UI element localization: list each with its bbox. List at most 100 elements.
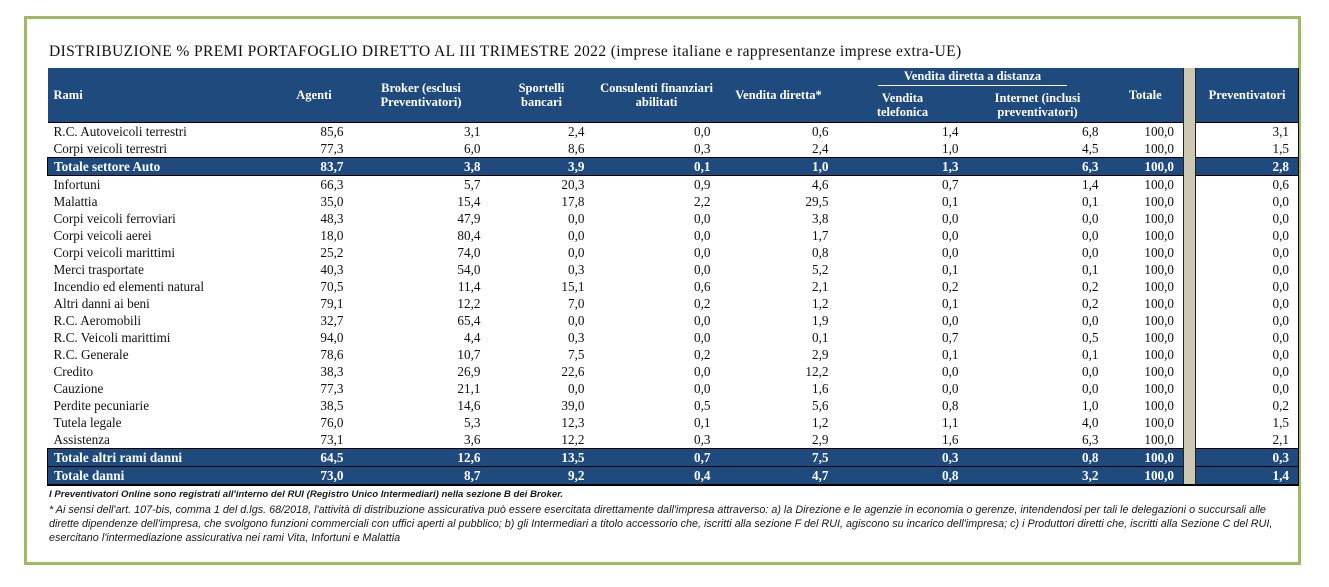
value-cell: 0,3 <box>489 260 594 278</box>
value-cell: 0,1 <box>967 345 1108 363</box>
value-cell: 0,3 <box>593 139 720 158</box>
value-cell: 3,9 <box>489 156 594 176</box>
value-cell: 73,0 <box>275 465 353 486</box>
row-label: Merci trasportate <box>47 260 276 278</box>
value-cell: 12,6 <box>352 447 490 467</box>
value-cell: 1,9 <box>719 311 838 329</box>
row-label: Incendio ed elementi natural <box>47 277 276 295</box>
group-header-row: Rami Agenti Broker (esclusi Preventivato… <box>47 68 1300 123</box>
value-cell: 1,5 <box>1195 139 1300 158</box>
column-header-sportelli-bancari: Sportelli bancari <box>489 68 594 123</box>
value-cell: 64,5 <box>275 447 353 467</box>
data-row: Corpi veicoli aerei 18,0 80,4 0,0 0,0 1,7 0,0 0… <box>47 226 1300 244</box>
value-cell: 2,2 <box>593 192 720 210</box>
data-row: Credito 38,3 26,9 22,6 0,0 12,2 0,0 0,0 100,0 0,0 <box>47 362 1300 380</box>
value-cell: 7,5 <box>489 345 594 363</box>
value-cell: 4,7 <box>719 465 838 486</box>
distribution-table: Rami Agenti Broker (esclusi Preventivato… <box>47 68 1300 486</box>
value-cell: 0,0 <box>1195 260 1300 278</box>
value-cell: 15,4 <box>352 192 490 210</box>
value-cell: 6,3 <box>967 430 1108 449</box>
value-cell: 0,0 <box>1195 294 1300 312</box>
value-cell: 18,0 <box>275 226 353 244</box>
data-row: R.C. Generale 78,6 10,7 7,5 0,2 2,9 0,1 0,1 100,… <box>47 345 1300 363</box>
value-cell: 0,7 <box>837 328 968 346</box>
value-cell: 1,4 <box>1195 465 1300 486</box>
value-cell: 1,0 <box>719 156 838 176</box>
value-cell: 4,5 <box>967 139 1108 158</box>
separator-strip <box>1183 192 1197 210</box>
value-cell: 8,6 <box>489 139 594 158</box>
value-cell: 5,7 <box>352 175 490 193</box>
data-row: Malattia 35,0 15,4 17,8 2,2 29,5 0,1 0,1 100,0 0,… <box>47 192 1300 210</box>
value-cell: 48,3 <box>275 209 353 227</box>
value-cell: 0,0 <box>967 362 1108 380</box>
value-cell: 0,6 <box>1195 175 1300 193</box>
value-cell: 100,0 <box>1107 430 1184 449</box>
value-cell: 78,6 <box>275 345 353 363</box>
value-cell: 0,0 <box>837 379 968 397</box>
value-cell: 4,6 <box>719 175 838 193</box>
value-cell: 5,6 <box>719 396 838 414</box>
row-label: Totale settore Auto <box>47 156 276 176</box>
separator-strip <box>1183 466 1197 486</box>
separator-strip <box>1183 328 1197 346</box>
value-cell: 12,2 <box>489 430 594 449</box>
value-cell: 0,2 <box>967 294 1108 312</box>
separator-strip <box>1183 139 1197 158</box>
total-row: Totale danni 73,0 8,7 9,2 0,4 4,7 0,8 3,2 100,0 1… <box>47 465 1300 486</box>
data-row: Altri danni ai beni 79,1 12,2 7,0 0,2 1,2 0,1 0… <box>47 294 1300 312</box>
value-cell: 2,4 <box>489 122 594 140</box>
column-header-consulenti-finanziari: Consulenti finanziari abilitati <box>593 68 720 123</box>
value-cell: 0,0 <box>593 328 720 346</box>
value-cell: 100,0 <box>1107 294 1184 312</box>
value-cell: 65,4 <box>352 311 490 329</box>
value-cell: 12,3 <box>489 413 594 431</box>
value-cell: 0,0 <box>1195 362 1300 380</box>
value-cell: 77,3 <box>275 379 353 397</box>
data-row: Cauzione 77,3 21,1 0,0 0,0 1,6 0,0 0,0 100,0 0,0 <box>47 379 1300 397</box>
value-cell: 12,2 <box>719 362 838 380</box>
value-cell: 2,1 <box>1195 430 1300 449</box>
value-cell: 21,1 <box>352 379 490 397</box>
value-cell: 12,2 <box>352 294 490 312</box>
value-cell: 2,9 <box>719 430 838 449</box>
value-cell: 0,0 <box>489 379 594 397</box>
value-cell: 0,8 <box>837 465 968 486</box>
value-cell: 1,0 <box>967 396 1108 414</box>
data-row: Corpi veicoli marittimi 25,2 74,0 0,0 0,0 0,8… <box>47 243 1300 261</box>
value-cell: 0,1 <box>593 156 720 176</box>
value-cell: 0,1 <box>837 345 968 363</box>
separator-strip <box>1183 345 1197 363</box>
value-cell: 0,0 <box>1195 311 1300 329</box>
value-cell: 1,2 <box>719 413 838 431</box>
value-cell: 100,0 <box>1107 209 1184 227</box>
footnote-vendita-diretta: * Ai sensi dell'art. 107-bis, comma 1 de… <box>49 503 1273 545</box>
value-cell: 38,5 <box>275 396 353 414</box>
value-cell: 0,0 <box>967 226 1108 244</box>
value-cell: 6,8 <box>967 122 1108 140</box>
data-row: Incendio ed elementi natural 70,5 11,4 15,1… <box>47 277 1300 295</box>
value-cell: 100,0 <box>1107 277 1184 295</box>
data-row: Tutela legale 76,0 5,3 12,3 0,1 1,2 1,1 4,0 100,… <box>47 413 1300 431</box>
data-row: Infortuni 66,3 5,7 20,3 0,9 4,6 0,7 1,4 100,0 0,6 <box>47 175 1300 193</box>
value-cell: 0,0 <box>1195 277 1300 295</box>
value-cell: 0,5 <box>967 328 1108 346</box>
value-cell: 74,0 <box>352 243 490 261</box>
total-row: Totale altri rami danni 64,5 12,6 13,5 0,7 7,… <box>47 447 1300 467</box>
data-row: Merci trasportate 40,3 54,0 0,3 0,0 5,2 0,1 0,1… <box>47 260 1300 278</box>
value-cell: 35,0 <box>275 192 353 210</box>
value-cell: 0,0 <box>593 209 720 227</box>
row-label: Malattia <box>47 192 276 210</box>
value-cell: 2,9 <box>719 345 838 363</box>
row-label: Assistenza <box>47 430 276 449</box>
value-cell: 0,0 <box>967 209 1108 227</box>
separator-strip <box>1183 311 1197 329</box>
separator-strip <box>1183 122 1197 140</box>
column-header-broker: Broker (esclusi Preventivatori) <box>352 68 490 123</box>
value-cell: 0,1 <box>837 192 968 210</box>
row-label: R.C. Veicoli marittimi <box>47 328 276 346</box>
value-cell: 4,4 <box>352 328 490 346</box>
value-cell: 0,0 <box>593 379 720 397</box>
value-cell: 100,0 <box>1107 175 1184 193</box>
